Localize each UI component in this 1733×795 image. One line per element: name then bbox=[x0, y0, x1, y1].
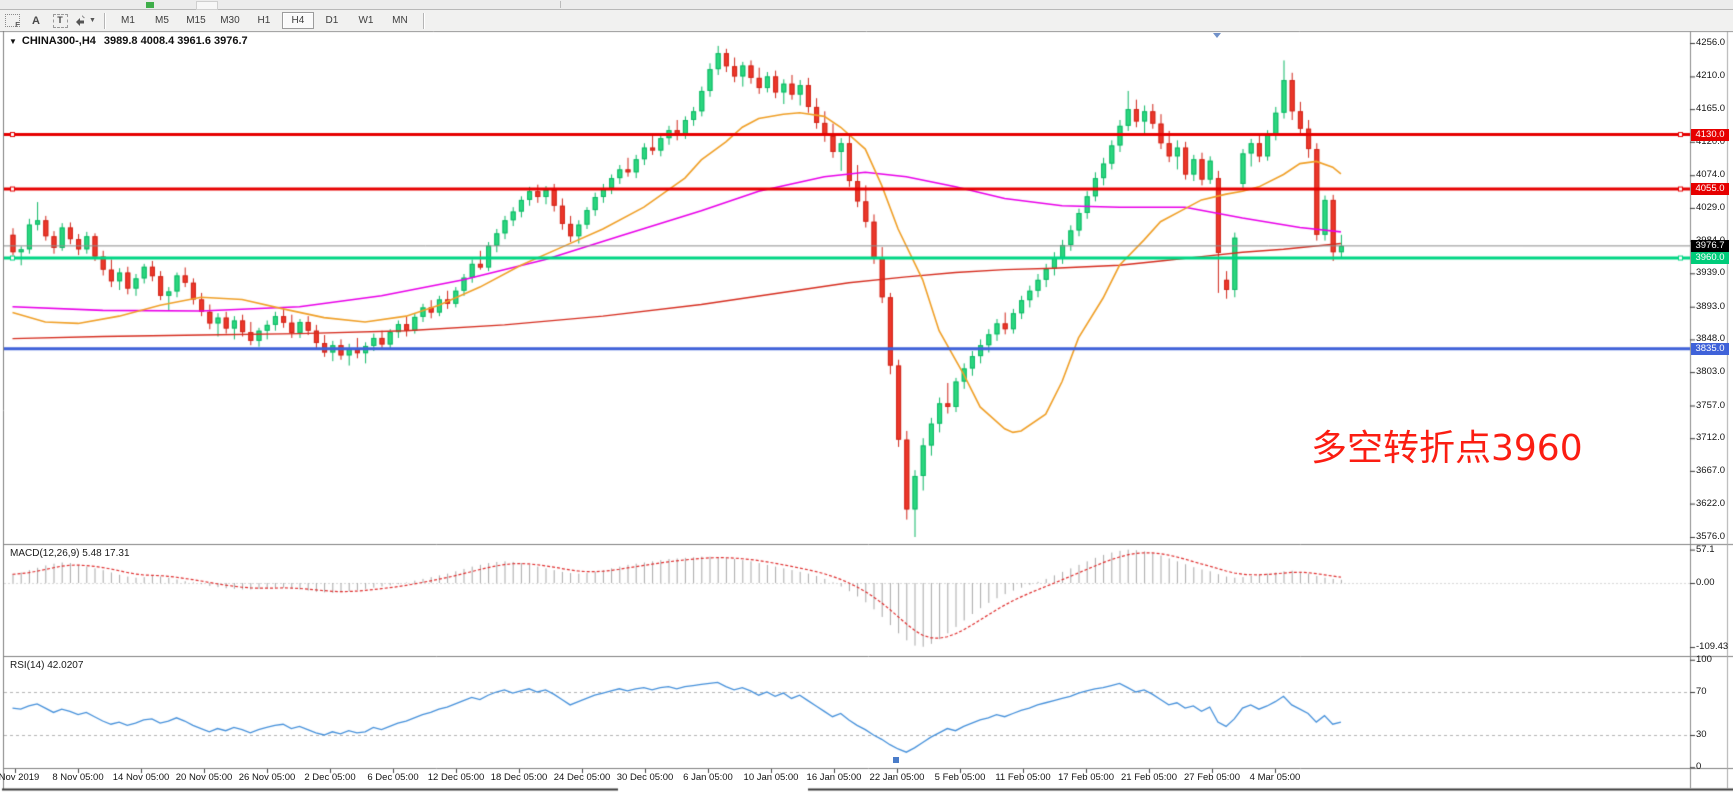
cursor-arrows-icon[interactable]: ▼ bbox=[74, 12, 96, 29]
date-axis-label: 26 Nov 05:00 bbox=[238, 772, 296, 783]
timeframe-button-m1[interactable]: M1 bbox=[120, 15, 135, 26]
date-axis-label: 6 Jan 05:00 bbox=[683, 772, 733, 783]
chart-title-ohlc: 3989.8 4008.4 3961.6 3976.7 bbox=[103, 35, 248, 47]
timeframe-button-d1[interactable]: D1 bbox=[325, 15, 339, 26]
timeframe-button-h4[interactable]: H4 bbox=[281, 12, 314, 29]
pattern-fill-icon[interactable]: F bbox=[2, 12, 22, 29]
price-tag-4130.0: 4130.0 bbox=[1691, 129, 1729, 141]
text-box-icon[interactable]: T bbox=[50, 12, 70, 29]
price-axis-label: 4029.0 bbox=[1696, 201, 1726, 213]
price-axis-label: 4165.0 bbox=[1696, 103, 1726, 115]
toolbar-separator bbox=[103, 12, 105, 29]
rsi-axis-label: 70 bbox=[1696, 686, 1707, 697]
price-axis-label: 3848.0 bbox=[1696, 333, 1726, 345]
annotation-text: 多空转折点3960 bbox=[1311, 428, 1583, 469]
date-axis-label: 24 Dec 05:00 bbox=[553, 772, 611, 783]
rsi-axis-label: 30 bbox=[1696, 729, 1707, 740]
price-axis-label: 3667.0 bbox=[1696, 464, 1726, 476]
text-box-glyph: T bbox=[52, 13, 68, 28]
chart-title-symbol: CHINA300-,H4 bbox=[21, 35, 96, 47]
price-axis-label: 4074.0 bbox=[1696, 169, 1726, 181]
date-axis-label: 30 Dec 05:00 bbox=[616, 772, 674, 783]
price-tag-3960.0: 3960.0 bbox=[1691, 252, 1729, 264]
cropped-icon bbox=[146, 2, 154, 8]
price-axis-label: 3712.0 bbox=[1696, 432, 1726, 444]
date-axis-label: 4 Mar 05:00 bbox=[1249, 772, 1301, 783]
cursor-arrows-glyph bbox=[76, 15, 85, 26]
date-axis-label: 11 Feb 05:00 bbox=[995, 772, 1051, 783]
date-axis-label: 4 Nov 2019 bbox=[0, 772, 40, 783]
date-axis-label: 20 Nov 05:00 bbox=[175, 772, 233, 783]
date-axis-label: 14 Nov 05:00 bbox=[112, 772, 170, 783]
date-axis-label: 10 Jan 05:00 bbox=[743, 772, 799, 783]
price-axis-label: 4120.0 bbox=[1696, 135, 1726, 147]
timeframe-button-mn[interactable]: MN bbox=[392, 15, 408, 26]
date-axis-label: 27 Feb 05:00 bbox=[1184, 772, 1240, 783]
date-axis-label: 6 Dec 05:00 bbox=[367, 772, 419, 783]
price-axis-label: 3803.0 bbox=[1696, 366, 1726, 378]
date-axis-label: 17 Feb 05:00 bbox=[1058, 772, 1114, 783]
date-axis-label: 5 Feb 05:00 bbox=[934, 772, 986, 783]
date-axis-label: 12 Dec 05:00 bbox=[427, 772, 485, 783]
macd-axis-label: 0.00 bbox=[1696, 577, 1715, 588]
rsi-axis-label: 0 bbox=[1696, 761, 1702, 773]
price-tag-3835.0: 3835.0 bbox=[1691, 343, 1729, 355]
toolbar-separator bbox=[422, 12, 424, 29]
window-top-strip bbox=[0, 0, 1733, 10]
rsi-axis-label: 100 bbox=[1696, 653, 1712, 665]
date-axis-label: 8 Nov 05:00 bbox=[52, 772, 104, 783]
cropped-separator bbox=[560, 1, 561, 8]
annotation-a-icon[interactable]: A bbox=[32, 14, 40, 27]
date-axis-label: 18 Dec 05:00 bbox=[490, 772, 548, 783]
date-axis-label: 16 Jan 05:00 bbox=[806, 772, 862, 783]
macd-axis-label: 57.1 bbox=[1696, 543, 1715, 555]
price-axis-label: 3757.0 bbox=[1696, 399, 1726, 411]
dropdown-caret-icon: ▼ bbox=[89, 17, 96, 24]
price-tag-4055.0: 4055.0 bbox=[1691, 183, 1729, 195]
price-axis-label: 3622.0 bbox=[1696, 497, 1726, 509]
macd-indicator-label: MACD(12,26,9) 5.48 17.31 bbox=[10, 548, 130, 559]
pattern-fill-glyph: F bbox=[4, 14, 20, 29]
price-axis-label: 3939.0 bbox=[1696, 267, 1726, 279]
scroll-position-marker bbox=[893, 757, 899, 763]
chart-title: ▼ CHINA300-,H4 3989.8 4008.4 3961.6 3976.7 bbox=[9, 35, 248, 47]
timeframe-button-w1[interactable]: W1 bbox=[358, 15, 374, 26]
date-axis-label: 21 Feb 05:00 bbox=[1121, 772, 1177, 783]
cropped-button bbox=[196, 1, 218, 10]
timeframe-button-h1[interactable]: H1 bbox=[257, 15, 271, 26]
timeframe-button-m15[interactable]: M15 bbox=[186, 15, 206, 26]
rsi-indicator-label: RSI(14) 42.0207 bbox=[10, 660, 84, 671]
chart-shift-marker-icon[interactable] bbox=[1213, 33, 1221, 38]
price-axis-label: 4256.0 bbox=[1696, 37, 1726, 48]
toolbar: F A T ▼ M1 M5 M15 M30 H1 H4 D1 W1 MN bbox=[0, 10, 1733, 31]
collapse-arrow-icon[interactable]: ▼ bbox=[9, 37, 17, 46]
price-axis-label: 3893.0 bbox=[1696, 300, 1726, 312]
date-axis-label: 22 Jan 05:00 bbox=[869, 772, 925, 783]
date-axis-label: 2 Dec 05:00 bbox=[304, 772, 356, 783]
timeframe-toolbar: M1 M5 M15 M30 H1 H4 D1 W1 MN bbox=[111, 12, 417, 29]
price-axis-label: 3576.0 bbox=[1696, 531, 1726, 542]
macd-axis-label: -109.43 bbox=[1696, 641, 1729, 653]
timeframe-button-m30[interactable]: M30 bbox=[220, 15, 240, 26]
price-axis-label: 4210.0 bbox=[1696, 70, 1726, 82]
current-price-tag: 3976.7 bbox=[1691, 240, 1729, 252]
timeframe-button-m5[interactable]: M5 bbox=[154, 15, 169, 26]
